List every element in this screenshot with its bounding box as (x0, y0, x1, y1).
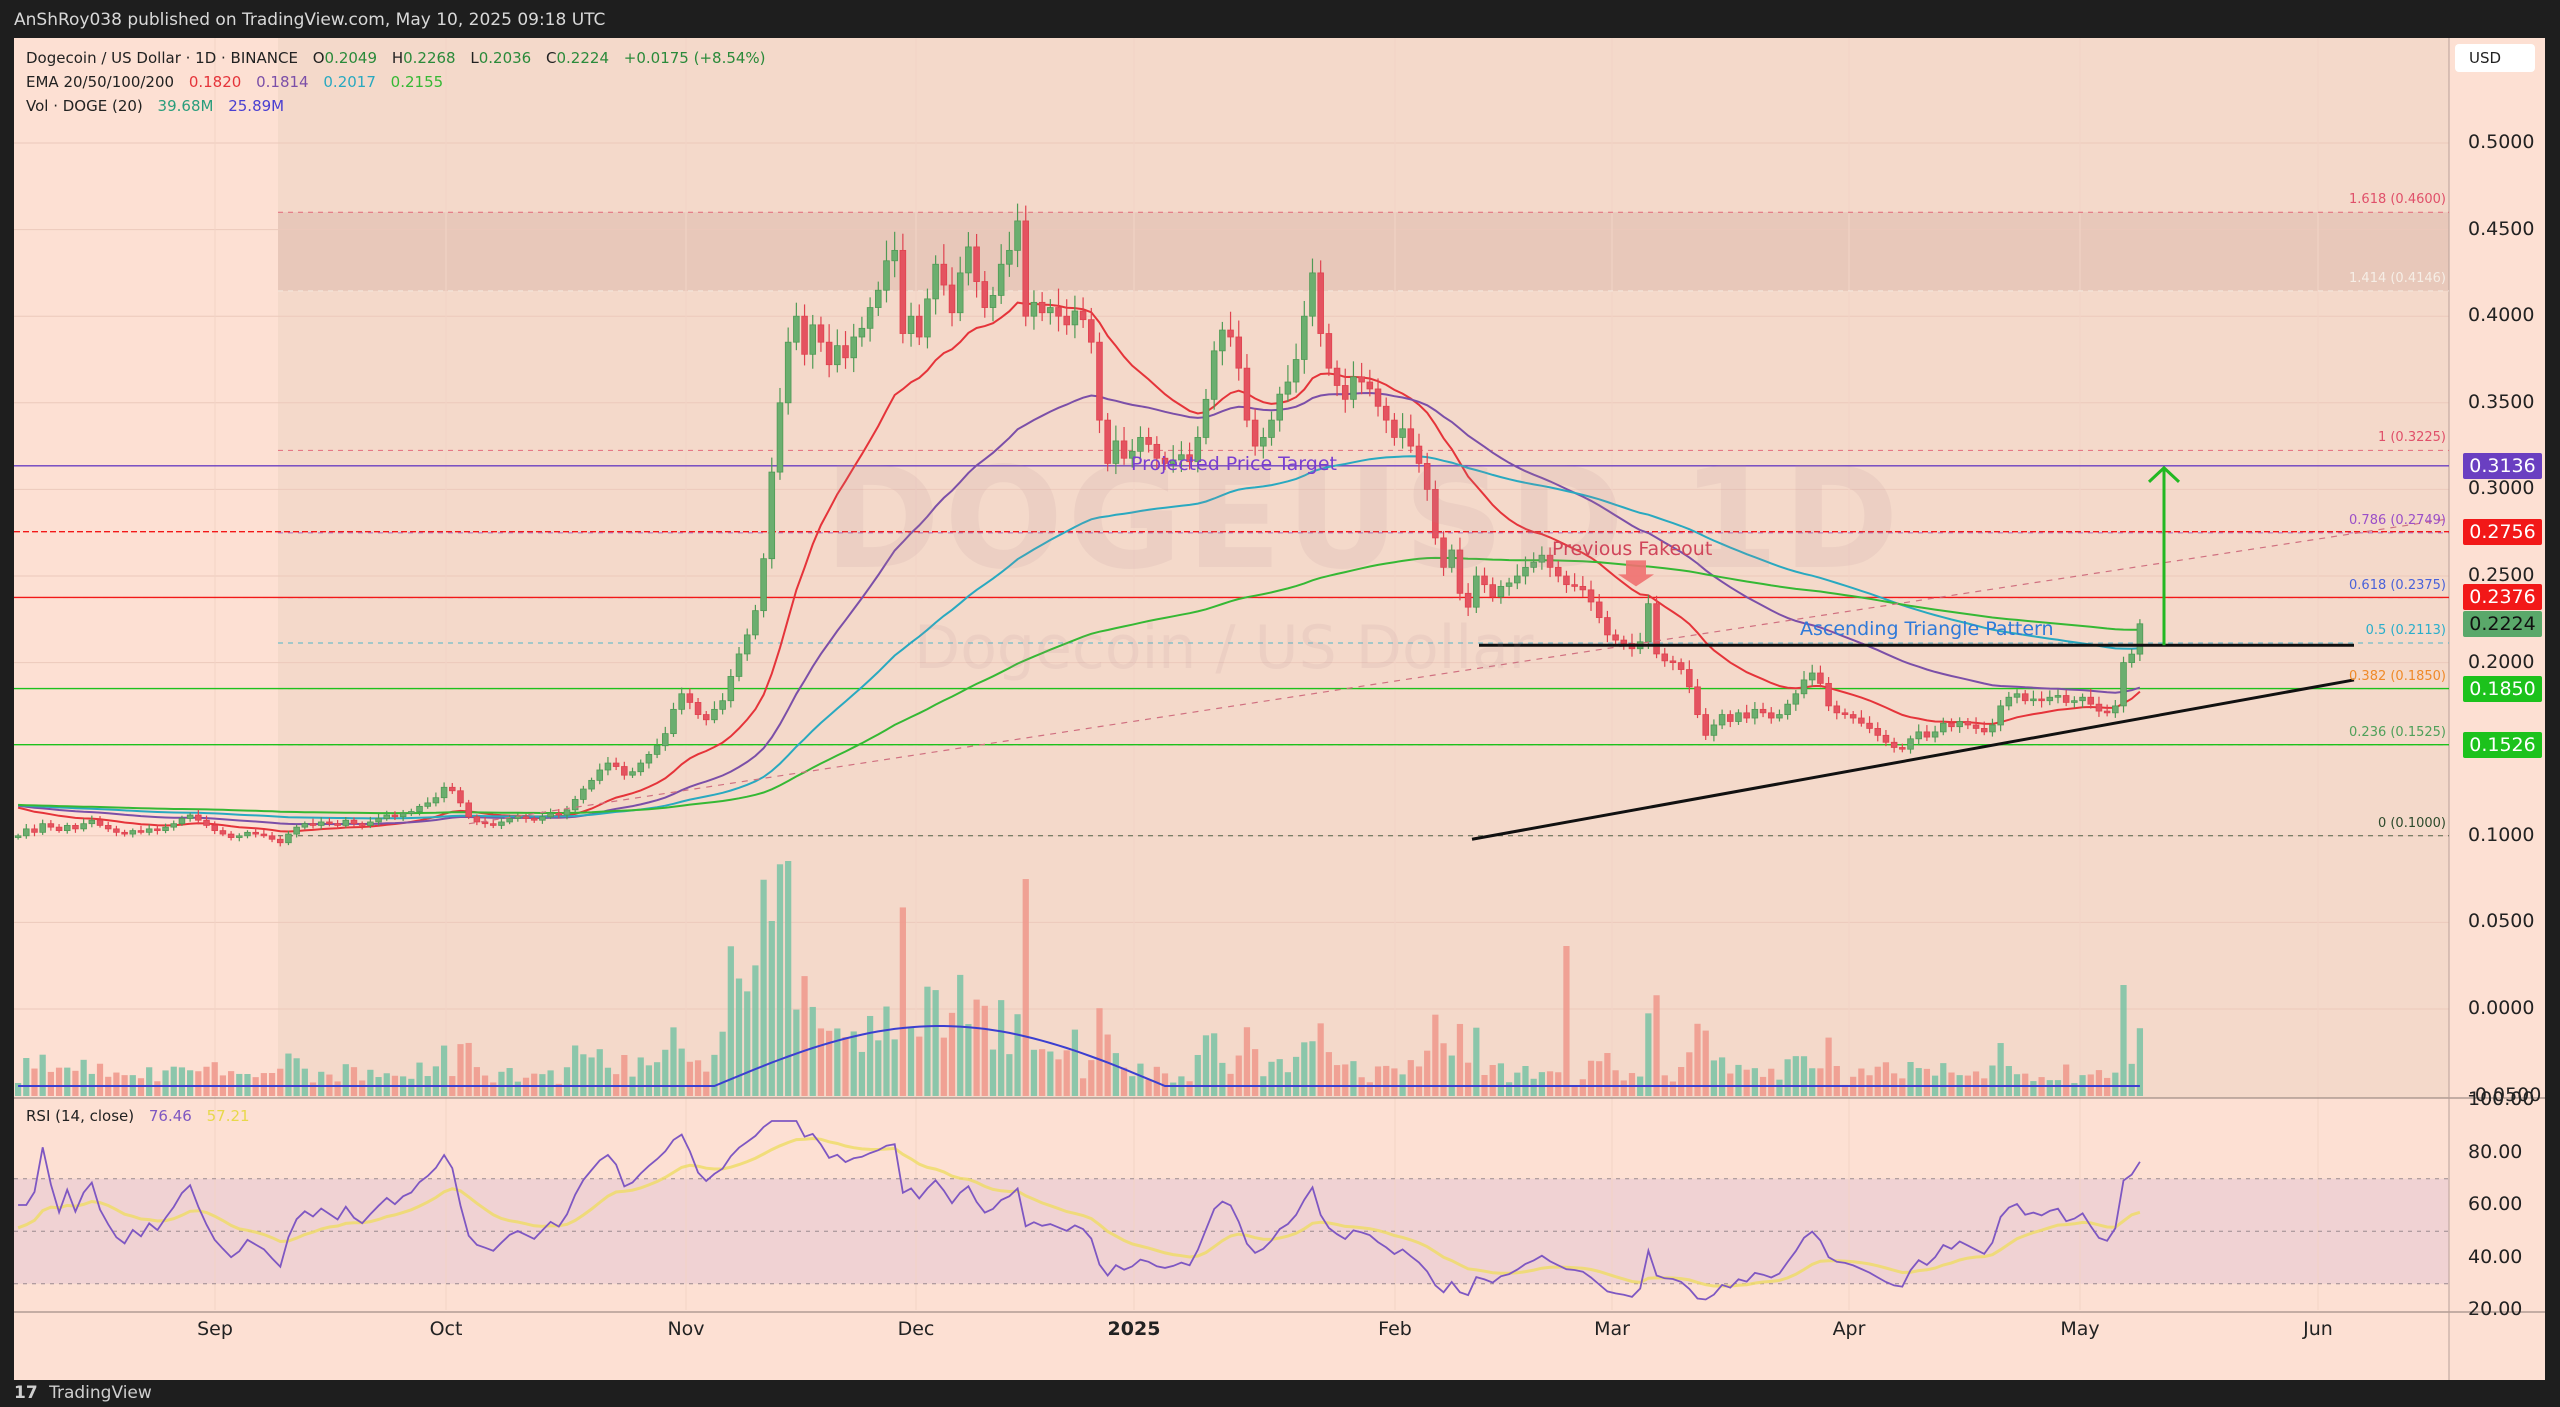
price-tag: 0.2224 (2463, 610, 2542, 637)
currency-button[interactable]: USD (2455, 44, 2535, 72)
volume-value: 39.68M (157, 97, 214, 115)
annotation-previous-fakeout: Previous Fakeout (1552, 538, 1713, 560)
price-axis-label: 0.0000 (2468, 997, 2535, 1019)
time-axis-label: May (2060, 1318, 2100, 1340)
price-tag: 0.1850 (2463, 675, 2542, 702)
price-axis-label: 0.4000 (2468, 304, 2535, 327)
rsi-value: 76.46 (148, 1107, 192, 1125)
publisher-line: AnShRoy038 published on TradingView.com,… (14, 10, 606, 30)
fib-level-label: 0 (0.1000) (2377, 815, 2446, 831)
time-axis-label: Nov (667, 1318, 705, 1340)
rsi-label[interactable]: RSI (14, close) (26, 1107, 135, 1125)
time-axis-label: Oct (429, 1318, 463, 1340)
ema-20-value: 0.1820 (188, 73, 242, 91)
publisher-header: AnShRoy038 published on TradingView.com,… (14, 0, 605, 38)
rsi-axis-label: 40.00 (2468, 1245, 2523, 1268)
price-tag: 0.3136 (2463, 452, 2542, 479)
watermark-ticker: DOGEUSD 1D (824, 438, 1903, 601)
volume-label[interactable]: Vol · DOGE (20) (26, 97, 143, 115)
fib-level-label: 1 (0.3225) (2377, 430, 2446, 446)
fib-level-label: 0.5 (0.2113) (2365, 623, 2446, 639)
chart-canvas[interactable] (14, 38, 2545, 1380)
price-tag: 0.2376 (2463, 584, 2542, 611)
fib-level-label: 0.382 (0.1850) (2349, 668, 2446, 684)
price-axis-label: 0.1000 (2468, 823, 2535, 846)
price-axis-label: 0.5000 (2468, 131, 2535, 153)
fib-level-label: 0.236 (0.1525) (2349, 724, 2446, 740)
rsi-axis-label: 20.00 (2468, 1298, 2523, 1320)
price-axis-label: 0.3500 (2468, 390, 2535, 413)
time-axis-label: Dec (897, 1318, 935, 1340)
ema-100-value: 0.2017 (323, 73, 376, 91)
footer: 17 TradingView (14, 1380, 152, 1407)
ohlc-change: +0.0175 (+8.54%) (623, 49, 766, 67)
footer-brand[interactable]: TradingView (49, 1383, 152, 1403)
rsi-axis-label: 100.00 (2468, 1088, 2535, 1110)
ema-200-value: 0.2155 (390, 73, 444, 91)
rsi-axis-label: 60.00 (2468, 1193, 2523, 1215)
price-axis-label: 0.2000 (2468, 650, 2535, 673)
rsi-axis-label: 80.00 (2468, 1140, 2523, 1163)
watermark-name: Dogecoin / US Dollar (914, 613, 1534, 683)
ohlc-high: H0.2268 (391, 49, 456, 67)
chart-area[interactable]: DOGEUSD 1D Dogecoin / US Dollar Dogecoin… (14, 38, 2545, 1380)
legend-symbol-row: Dogecoin / US Dollar · 1D · BINANCE O0.2… (26, 46, 776, 70)
ema-label[interactable]: EMA 20/50/100/200 (26, 73, 175, 91)
fib-level-label: 1.414 (0.4146) (2349, 270, 2446, 286)
price-axis-label: 0.3000 (2468, 477, 2535, 500)
legend-ema-row: EMA 20/50/100/200 0.1820 0.1814 0.2017 0… (26, 70, 776, 94)
ohlc-open: O0.2049 (312, 49, 378, 67)
time-axis-label: Jun (2303, 1318, 2333, 1340)
rsi-legend: RSI (14, close) 76.46 57.21 (26, 1107, 260, 1125)
price-tag: 0.2756 (2463, 518, 2542, 545)
price-axis-label: -0.0500 (2468, 1083, 2542, 1106)
price-axis-label: 0.4500 (2468, 217, 2535, 240)
time-axis-label: Sep (197, 1318, 233, 1340)
price-axis-label: 0.2500 (2468, 564, 2535, 586)
rsi-ma-value: 57.21 (206, 1107, 250, 1125)
time-axis-label: Apr (1832, 1318, 1866, 1340)
chart-legend: Dogecoin / US Dollar · 1D · BINANCE O0.2… (26, 46, 776, 118)
annotation-ascending-triangle: Ascending Triangle Pattern (1800, 618, 2054, 640)
ohlc-close: C0.2224 (546, 49, 609, 67)
volume-ma-value: 25.89M (228, 97, 285, 115)
time-axis-label: 2025 (1107, 1318, 1161, 1340)
time-axis-label: Mar (1594, 1318, 1630, 1340)
fib-level-label: 0.618 (0.2375) (2349, 577, 2446, 593)
fib-level-label: 1.618 (0.4600) (2349, 192, 2446, 208)
symbol-title[interactable]: Dogecoin / US Dollar · 1D · BINANCE (26, 49, 298, 67)
price-axis-label: 0.0500 (2468, 910, 2535, 933)
price-tag: 0.1526 (2463, 731, 2542, 758)
tradingview-logo-icon: 17 (14, 1383, 38, 1403)
ohlc-low: L0.2036 (470, 49, 532, 67)
fib-level-label: 0.786 (0.2749) (2349, 512, 2446, 528)
legend-volume-row: Vol · DOGE (20) 39.68M 25.89M (26, 94, 776, 118)
time-axis-label: Feb (1378, 1318, 1412, 1340)
ema-50-value: 0.1814 (256, 73, 309, 91)
annotation-projected-target: Projected Price Target (1131, 453, 1337, 475)
